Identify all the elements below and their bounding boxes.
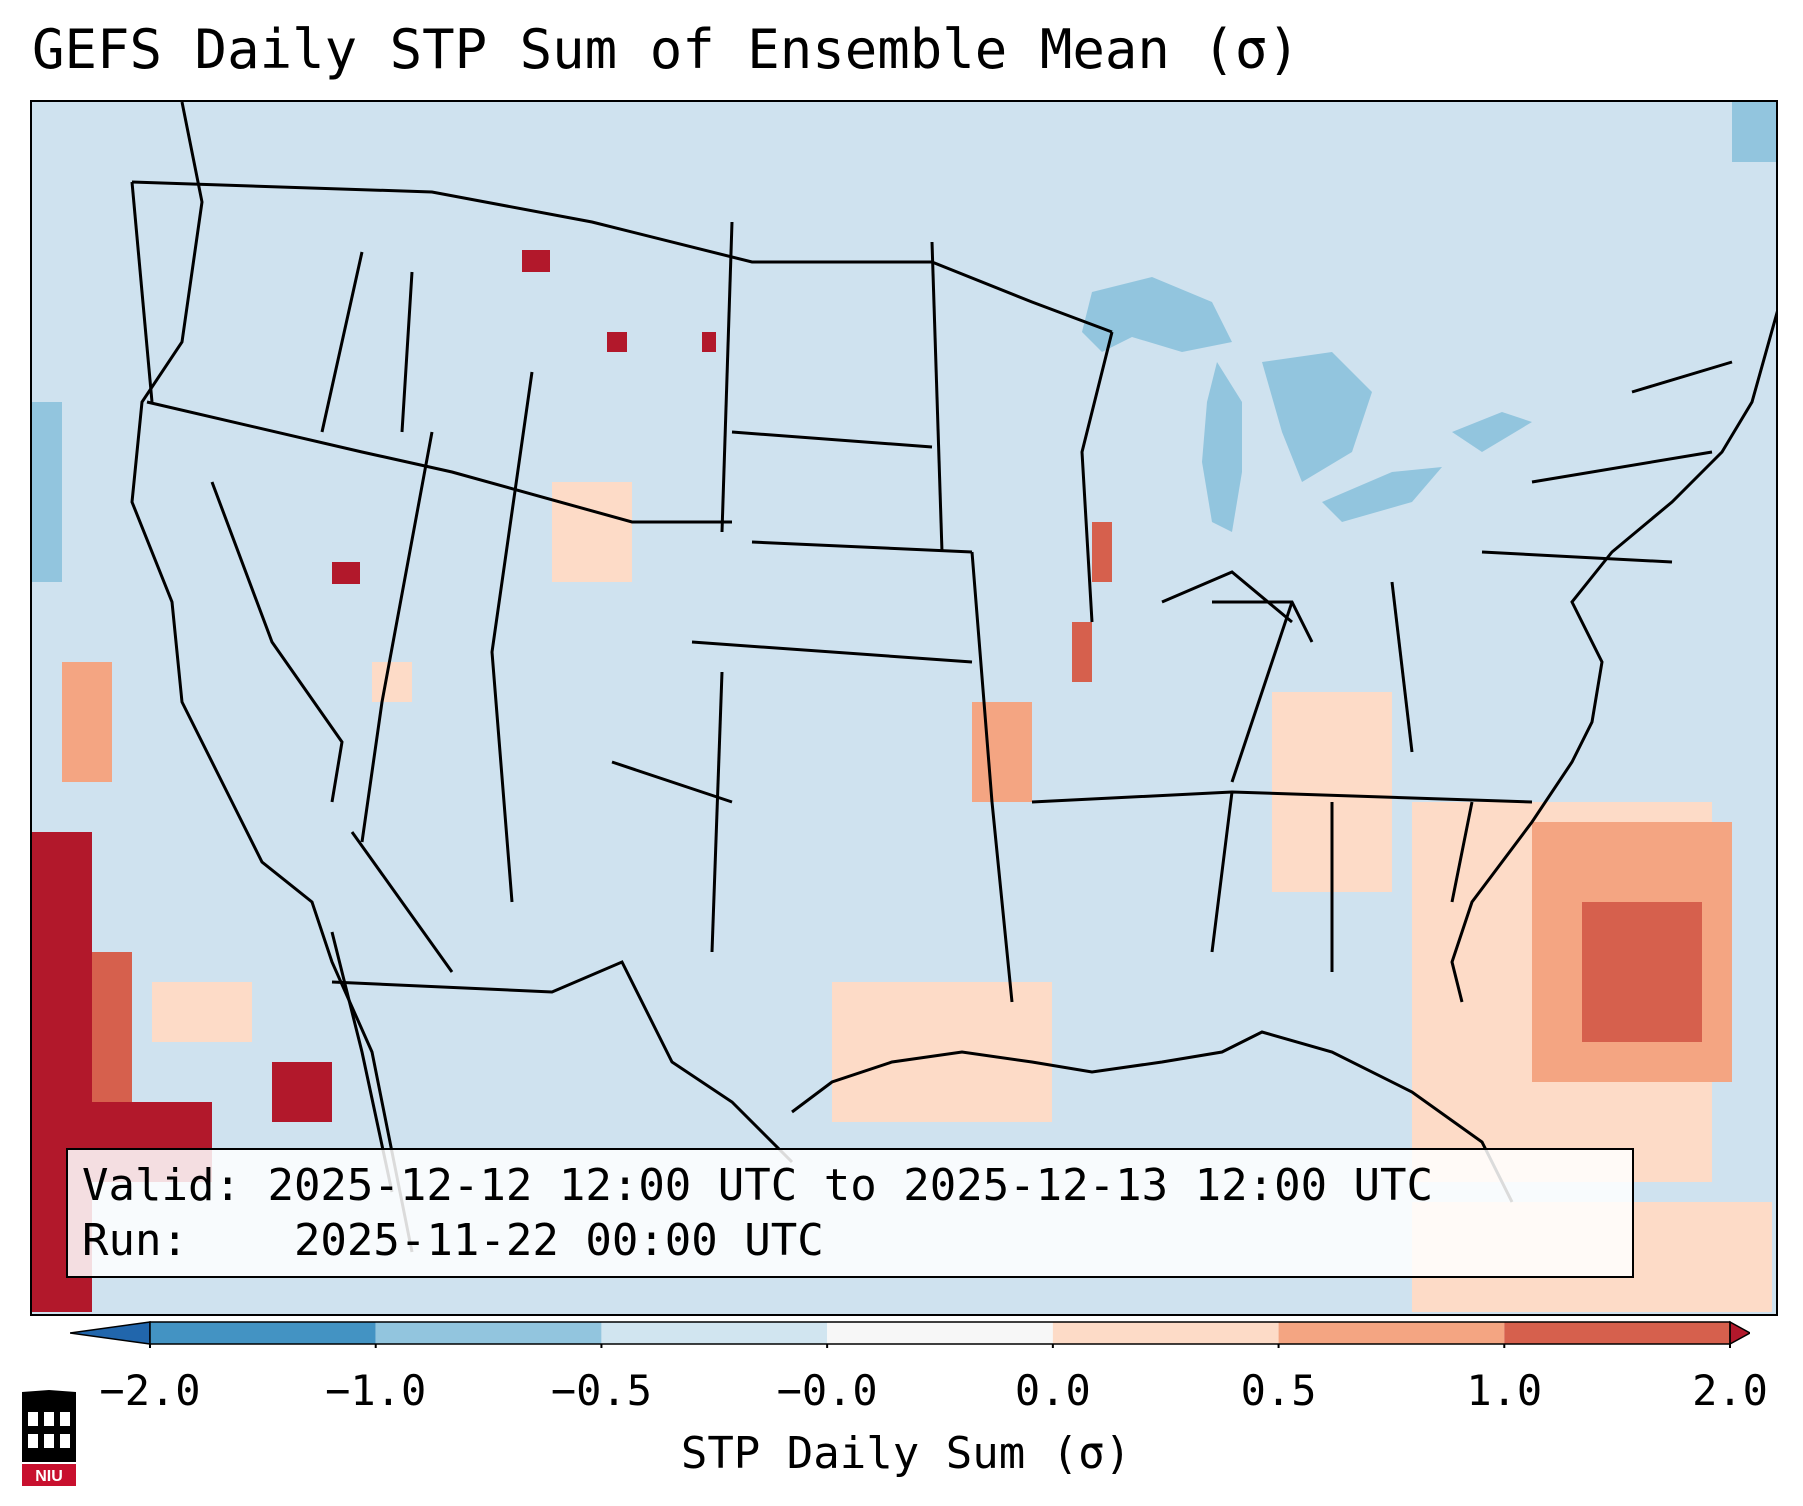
map-panel <box>30 100 1778 1316</box>
colorbar-tick-label: 0.0 <box>1014 1366 1091 1415</box>
run-value: 2025-11-22 00:00 UTC <box>293 1215 824 1266</box>
great-lakes <box>1082 277 1532 532</box>
niu-logo: NIU <box>22 1390 76 1486</box>
lake-superior <box>1082 277 1232 352</box>
colorbar-tick-label: −0.5 <box>550 1366 652 1415</box>
colorbar-tick-label: −0.0 <box>776 1366 878 1415</box>
lake-michigan <box>1202 362 1242 532</box>
run-label: Run: <box>82 1215 188 1266</box>
colorbar-tick-label: −1.0 <box>325 1366 427 1415</box>
colorbar-outline <box>149 1321 1731 1345</box>
wa-or <box>130 181 154 403</box>
colorbar-tick-label: −2.0 <box>99 1366 201 1415</box>
colorbar-label: STP Daily Sum (σ) <box>680 1428 1132 1479</box>
colorbar-bin <box>1504 1322 1730 1344</box>
colorbar-bin <box>1278 1322 1505 1344</box>
east-coastline <box>1450 310 1776 1003</box>
colorbar-over-triangle <box>1729 1320 1750 1346</box>
colorbar-bin <box>601 1322 828 1344</box>
colorbar-bin <box>150 1322 376 1344</box>
anomaly-field <box>32 102 1776 1312</box>
valid-label: Valid: <box>82 1160 241 1211</box>
logo-text: NIU <box>35 1468 63 1485</box>
mexico-border <box>331 960 794 1164</box>
lake-erie <box>1322 467 1442 522</box>
colorbar-tick-label: 2.0 <box>1692 1366 1768 1415</box>
valid-value: 2025-12-12 12:00 UTC to 2025-12-13 12:00… <box>267 1160 1434 1211</box>
boundaries <box>130 102 1776 1253</box>
west-coastline <box>130 102 414 1253</box>
colorbar <box>70 1320 1750 1348</box>
lake-ontario <box>1452 412 1532 452</box>
colorbar-tick-label: 1.0 <box>1466 1366 1543 1415</box>
lake-huron <box>1262 352 1372 482</box>
valid-run-info-box: Valid: 2025-12-12 12:00 UTC to 2025-12-1… <box>66 1148 1634 1278</box>
colorbar-under-triangle <box>70 1321 151 1345</box>
colorbar-tick-label: 0.5 <box>1240 1366 1317 1415</box>
gulf-coastline <box>791 1030 1514 1203</box>
canada-border <box>131 180 1113 334</box>
colorbar-bin <box>375 1322 602 1344</box>
map-title: GEFS Daily STP Sum of Ensemble Mean (σ) <box>32 18 1300 81</box>
colorbar-bin <box>1052 1322 1279 1344</box>
colorbar-bin <box>827 1322 1053 1344</box>
baja-coast <box>330 931 394 1193</box>
map-canvas <box>32 102 1776 1312</box>
